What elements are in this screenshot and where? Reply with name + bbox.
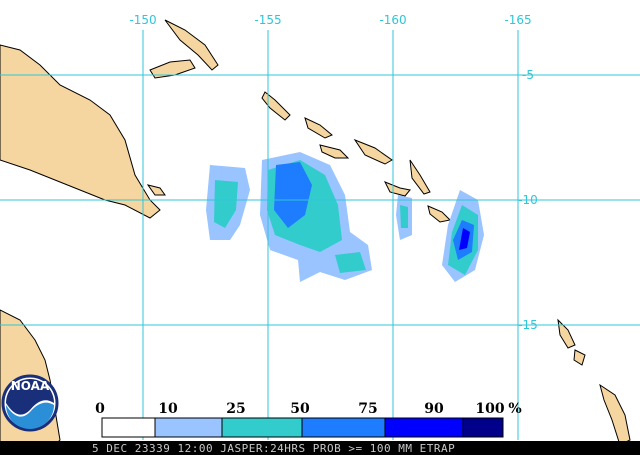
legend-label: 75 (358, 401, 377, 417)
graticule-labels: -150 -155 -160 -165 -5 -10 -15 (129, 13, 537, 332)
legend-swatch (462, 417, 504, 438)
footer-text: 5 DEC 23339 12:00 JASPER:24HRS PROB >= 1… (92, 442, 455, 455)
graticule (0, 30, 640, 440)
logo-text: NOAA (11, 379, 50, 393)
lat-label: -10 (518, 193, 538, 207)
legend-swatch (221, 417, 303, 438)
legend-label: 10 (158, 401, 178, 417)
legend-label: 0 (95, 401, 105, 417)
precip-areas (206, 152, 484, 282)
lon-label: -155 (254, 13, 281, 27)
legend-label: 25 (226, 401, 245, 417)
lon-label: -165 (504, 13, 531, 27)
legend-label: 100 (475, 401, 504, 417)
legend-swatch (101, 417, 156, 438)
lat-label: -15 (518, 318, 538, 332)
legend-label: 90 (424, 401, 444, 417)
lon-label: -150 (129, 13, 156, 27)
legend-unit: % (508, 401, 521, 417)
footer-bar (0, 441, 640, 455)
legend-swatch (301, 417, 386, 438)
legend-swatch (384, 417, 464, 438)
lat-label: -5 (522, 68, 534, 82)
legend-label: 50 (290, 401, 310, 417)
lon-label: -160 (379, 13, 406, 27)
legend: 0 10 25 50 75 90 100% (95, 401, 522, 438)
noaa-logo: NOAA (1, 374, 59, 432)
legend-swatch (154, 417, 223, 438)
